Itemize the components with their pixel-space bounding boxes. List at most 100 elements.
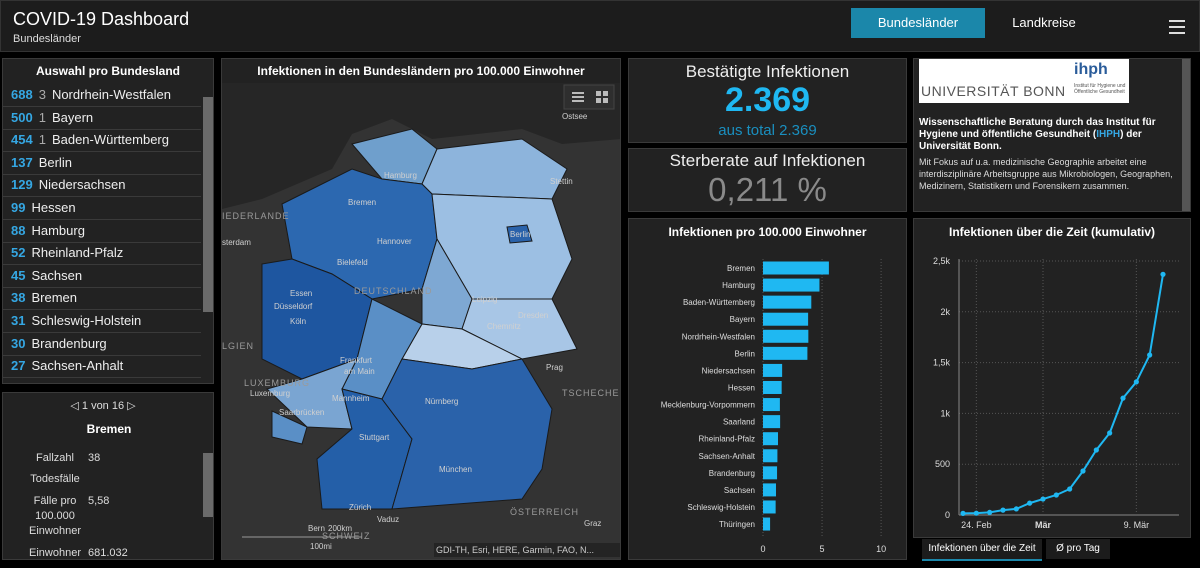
point[interactable] bbox=[1107, 430, 1113, 436]
card-infections: Bestätigte Infektionen 2.369 aus total 2… bbox=[628, 58, 907, 143]
bar[interactable] bbox=[763, 432, 778, 446]
list-row[interactable]: 88 Hamburg bbox=[3, 220, 201, 243]
state-list-panel: Auswahl pro Bundesland 688 3 Nordrhein-Wes… bbox=[2, 58, 214, 384]
list-row[interactable]: 31 Schleswig-Holstein bbox=[3, 310, 201, 333]
state-name: Brandenburg bbox=[31, 335, 107, 351]
point[interactable] bbox=[1013, 506, 1019, 512]
lead-link[interactable]: IHPH bbox=[1096, 129, 1121, 140]
point[interactable] bbox=[1040, 496, 1046, 502]
bar[interactable] bbox=[763, 363, 783, 377]
point[interactable] bbox=[1133, 379, 1139, 385]
list-row[interactable]: 137 Berlin bbox=[3, 152, 201, 175]
chart-tab[interactable]: Infektionen über die Zeit bbox=[922, 539, 1042, 561]
bar[interactable] bbox=[763, 466, 778, 480]
card-value: 0,211 % bbox=[708, 171, 827, 208]
list-row[interactable]: 30 Brandenburg bbox=[3, 333, 201, 356]
chart-title: Infektionen pro 100.000 Einwohner bbox=[668, 225, 867, 239]
point[interactable] bbox=[1027, 500, 1033, 506]
case-count: 88 bbox=[11, 222, 26, 238]
point[interactable] bbox=[1067, 486, 1073, 492]
state-name: Niedersachsen bbox=[38, 177, 126, 193]
x-tick-label: 9. Mär bbox=[1124, 520, 1150, 530]
case-count: 31 bbox=[11, 313, 26, 328]
map-label: Saarbrücken bbox=[279, 408, 324, 417]
point[interactable] bbox=[987, 509, 993, 515]
list-row[interactable]: 454 1 Baden-Württemberg bbox=[3, 129, 201, 153]
state-be[interactable] bbox=[506, 224, 533, 244]
map-label: Köln bbox=[290, 317, 306, 326]
map-label: Leipzig bbox=[472, 295, 497, 304]
scrollbar[interactable] bbox=[203, 453, 213, 517]
bar[interactable] bbox=[763, 312, 809, 326]
scrollbar[interactable] bbox=[203, 97, 213, 312]
state-name: Sachsen-Anhalt bbox=[31, 358, 124, 374]
list-row[interactable]: 27 Sachsen-Anhalt bbox=[3, 355, 201, 379]
bar[interactable] bbox=[763, 449, 778, 463]
case-count: 30 bbox=[11, 335, 26, 351]
card-title: Bestätigte Infektionen bbox=[685, 62, 850, 81]
map-label: Bern bbox=[308, 524, 325, 533]
list-row[interactable]: 129 Niedersachsen bbox=[3, 174, 201, 198]
bar[interactable] bbox=[763, 295, 812, 309]
list-row[interactable]: 99 Hessen bbox=[3, 197, 201, 220]
lead-text: Wissenschaftliche Beratung durch das Ins… bbox=[919, 117, 1156, 140]
list-row[interactable]: 38 Bremen bbox=[3, 287, 201, 311]
map[interactable]: Ostsee Hamburg Stettin Bremen Hannover B… bbox=[222, 59, 621, 560]
scrollbar[interactable] bbox=[1182, 59, 1190, 211]
map-label: TSCHECHE bbox=[562, 388, 620, 398]
point[interactable] bbox=[1147, 352, 1153, 358]
map-label: IEDERLANDE bbox=[222, 211, 290, 221]
state-by[interactable] bbox=[381, 358, 553, 510]
state-name: Schleswig-Holstein bbox=[31, 313, 142, 328]
field-value: 38 bbox=[88, 452, 101, 464]
state-sn[interactable] bbox=[461, 298, 578, 360]
chart-tab[interactable]: Ø pro Tag bbox=[1046, 539, 1110, 559]
death-count: 1 bbox=[38, 132, 46, 148]
list-row[interactable]: 688 3 Nordrhein-Westfalen bbox=[3, 84, 201, 107]
x-tick-label: 10 bbox=[876, 544, 886, 554]
bar[interactable] bbox=[763, 415, 781, 429]
bar[interactable] bbox=[763, 329, 809, 343]
state-name: Hamburg bbox=[31, 222, 85, 238]
line-chart: 0 500 1k 1,5k 2k 2,5k 24. Feb Mär 9. Mär bbox=[933, 256, 1179, 530]
map-tools[interactable] bbox=[563, 84, 615, 110]
point[interactable] bbox=[1080, 468, 1086, 474]
case-count: 45 bbox=[11, 267, 26, 283]
point[interactable] bbox=[960, 510, 966, 516]
panel-title: Infektionen in den Bundesländern pro 100… bbox=[222, 59, 620, 83]
map-label: ÖSTERREICH bbox=[510, 507, 579, 517]
point[interactable] bbox=[1053, 492, 1059, 498]
point[interactable] bbox=[1000, 507, 1006, 513]
bar[interactable] bbox=[763, 500, 776, 514]
pager[interactable]: ◁ 1 von 16 ▷ bbox=[70, 400, 136, 412]
point[interactable] bbox=[1160, 271, 1166, 277]
menu-icon[interactable] bbox=[1169, 20, 1185, 34]
list-row[interactable]: 45 Sachsen bbox=[3, 265, 201, 288]
bar[interactable] bbox=[763, 278, 820, 292]
state-name: Bayern bbox=[51, 109, 94, 125]
bar[interactable] bbox=[763, 380, 782, 394]
info-lead: Wissenschaftliche Beratung durch das Ins… bbox=[919, 117, 1181, 153]
app-title: COVID-19 Dashboard bbox=[13, 9, 190, 29]
point[interactable] bbox=[973, 510, 979, 516]
tab-bundeslaender[interactable]: Bundesländer bbox=[851, 8, 985, 38]
point[interactable] bbox=[1120, 395, 1126, 401]
bar[interactable] bbox=[763, 398, 780, 412]
map-label: Nürnberg bbox=[425, 397, 458, 406]
state-sl[interactable] bbox=[271, 410, 308, 445]
y-tick-label: Brandenburg bbox=[709, 469, 755, 478]
y-tick-label: Hamburg bbox=[722, 281, 755, 290]
list-row[interactable]: 500 1 Bayern bbox=[3, 107, 201, 130]
y-tick-label: Sachsen bbox=[724, 486, 755, 495]
list-row[interactable]: 52 Rheinland-Pfalz bbox=[3, 242, 201, 266]
bar[interactable] bbox=[763, 261, 829, 275]
state-name: Nordrhein-Westfalen bbox=[51, 87, 171, 102]
bar[interactable] bbox=[763, 346, 808, 360]
map-label: Luxemburg bbox=[250, 389, 290, 398]
map-label: Frankfurt bbox=[340, 356, 373, 365]
map-label: SCHWEIZ bbox=[322, 531, 371, 541]
tab-landkreise[interactable]: Landkreise bbox=[1012, 15, 1076, 30]
bar[interactable] bbox=[763, 483, 776, 497]
point[interactable] bbox=[1093, 447, 1099, 453]
bar[interactable] bbox=[763, 517, 771, 531]
